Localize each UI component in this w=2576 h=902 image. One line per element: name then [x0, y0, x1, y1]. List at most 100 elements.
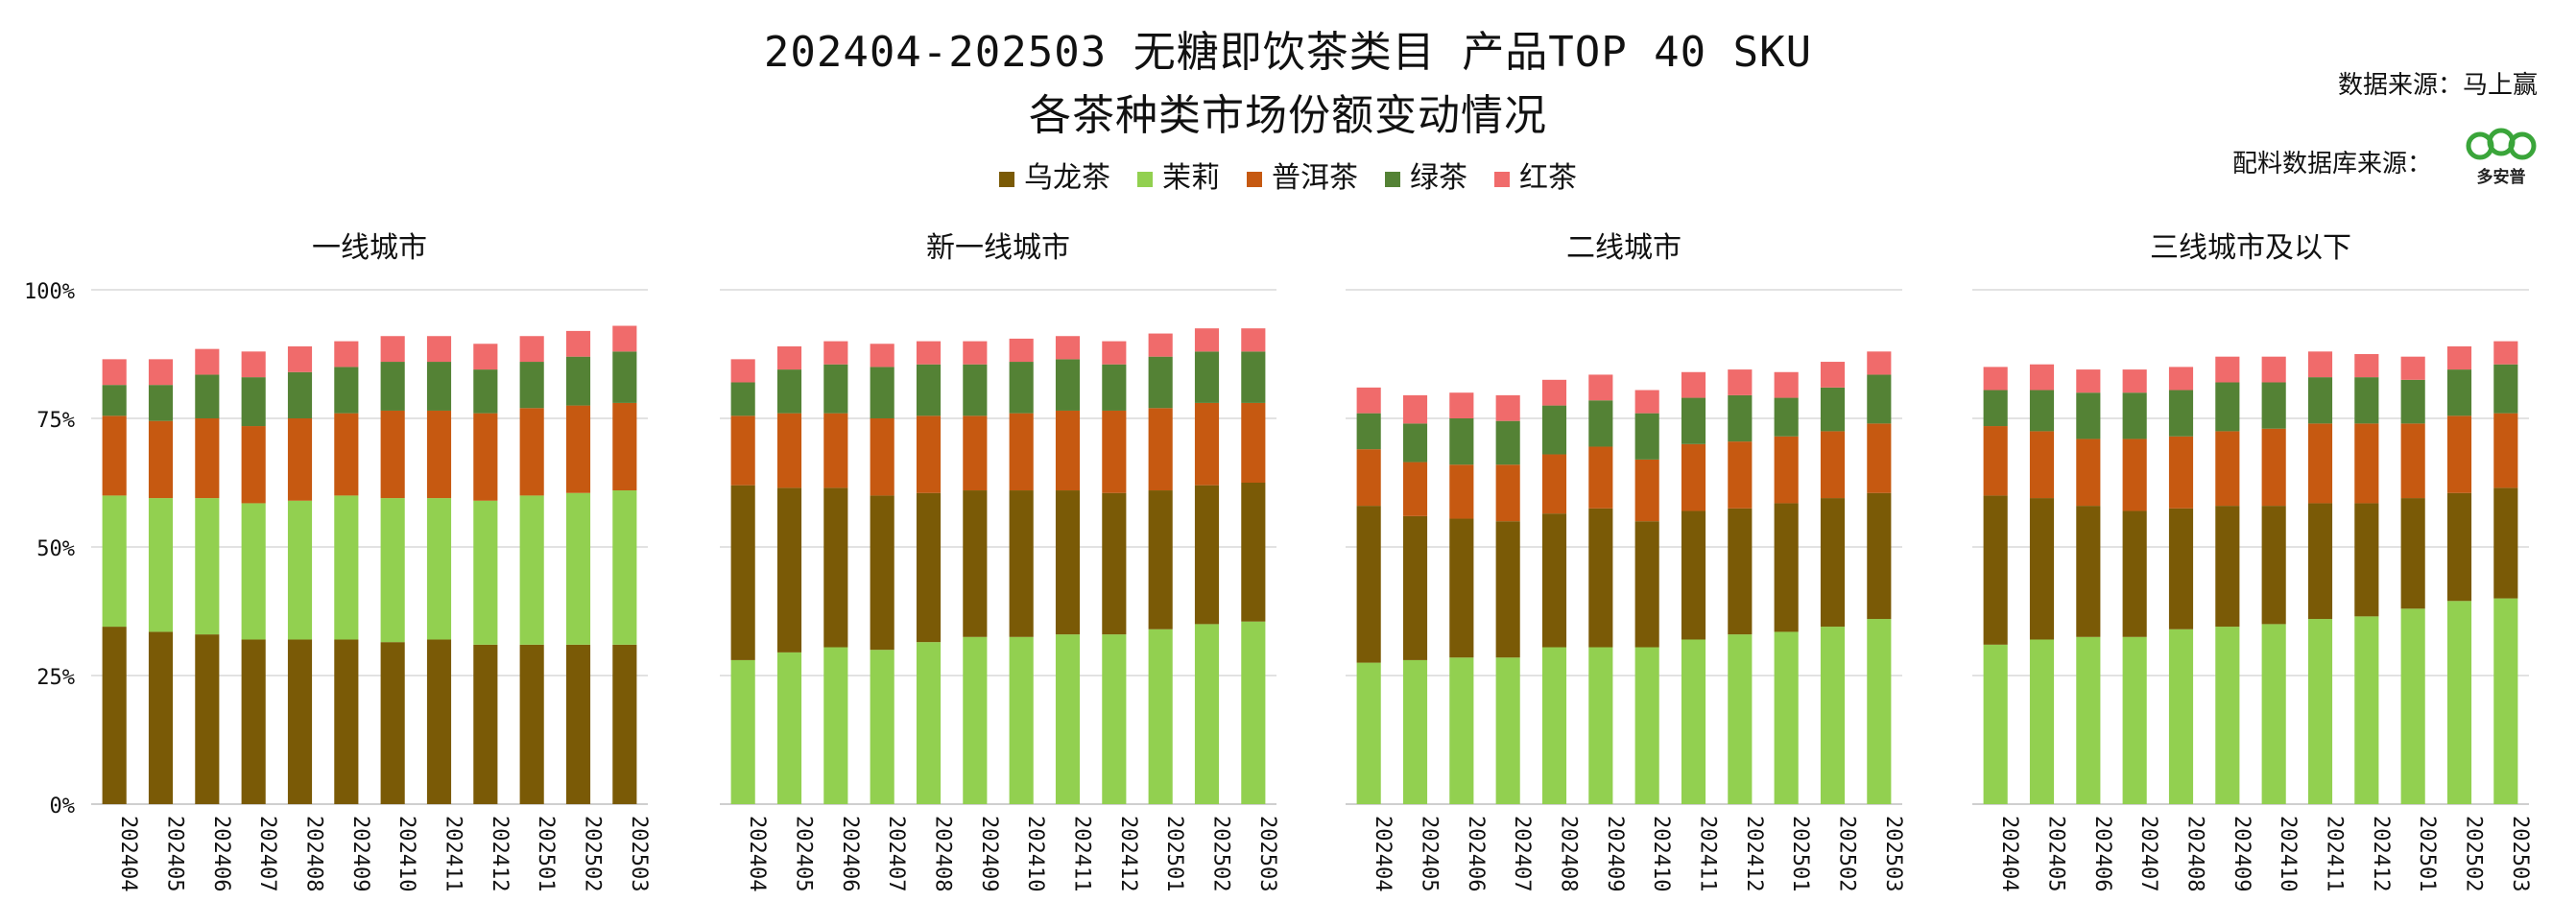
bar-segment	[1820, 431, 1846, 499]
bar-segment	[2354, 423, 2379, 504]
bar-segment	[2122, 439, 2147, 511]
bar-segment	[1402, 659, 1428, 804]
bar-segment	[1728, 394, 1753, 442]
bar-segment	[287, 371, 313, 418]
bar-segment	[426, 410, 452, 499]
bar-segment	[519, 644, 544, 804]
bar-segment	[776, 652, 802, 804]
bar-segment	[2493, 364, 2518, 414]
bar-segment	[1194, 402, 1220, 486]
bar-segment	[1681, 510, 1706, 640]
bar-segment	[823, 364, 848, 414]
legend-item: 茉莉	[1137, 154, 1220, 196]
bar-segment	[1402, 423, 1428, 463]
y-tick-label: 0%	[50, 795, 76, 819]
bar-segment	[1588, 374, 1613, 401]
bar-segment	[1055, 410, 1081, 491]
bar-segment	[1867, 492, 1892, 620]
x-tick-label: 202503	[1255, 816, 1279, 891]
x-tick-label: 202404	[745, 816, 769, 891]
bar-segment	[1541, 647, 1567, 804]
x-tick-label: 202405	[2044, 816, 2068, 891]
bar-segment	[1820, 627, 1846, 804]
x-tick-label: 202502	[2462, 816, 2486, 891]
bar-segment	[1681, 639, 1706, 804]
bar-segment	[916, 364, 942, 416]
bar-segment	[1495, 521, 1520, 658]
bar-segment	[195, 634, 220, 804]
bar-segment	[2446, 601, 2472, 804]
x-tick-label: 202405	[163, 816, 187, 891]
bar-segment	[823, 413, 848, 488]
bar-segment	[1541, 513, 1567, 648]
x-tick-label: 202408	[302, 816, 326, 891]
bar-segment	[1055, 490, 1081, 635]
x-tick-label: 202405	[1418, 816, 1442, 891]
bar-segment	[1983, 426, 2008, 496]
bar-segment	[334, 413, 359, 496]
bar-segment	[334, 341, 359, 368]
bar-segment	[1194, 328, 1220, 352]
bar-segment	[2076, 506, 2101, 637]
bar-segment	[2261, 624, 2286, 804]
bar-segment	[1588, 446, 1613, 509]
bar-segment	[1449, 464, 1474, 519]
x-tick-label: 202407	[2136, 816, 2160, 891]
bar-segment	[823, 487, 848, 648]
bar-segment	[287, 639, 313, 804]
bar-segment	[380, 410, 405, 499]
bar-segment	[2307, 619, 2333, 804]
bar-segment	[823, 341, 848, 365]
bar-segment	[2400, 356, 2425, 380]
bar-segment	[730, 415, 755, 486]
bar-segment	[1867, 619, 1892, 804]
bar-segment	[1541, 454, 1567, 514]
bar-segment	[1402, 515, 1428, 660]
bar-segment	[1588, 508, 1613, 648]
bar-segment	[1634, 459, 1659, 522]
bar-segment	[1194, 351, 1220, 403]
bar-segment	[195, 374, 220, 418]
bar-segment	[2400, 379, 2425, 424]
bar-segment	[148, 420, 174, 499]
bar-segment	[102, 627, 127, 804]
x-tick-label: 202410	[1649, 816, 1673, 891]
bar-segment	[519, 495, 544, 645]
bar-segment	[2029, 390, 2055, 432]
bar-segment	[730, 382, 755, 416]
bar-segment	[2029, 498, 2055, 640]
chart-panel: 一线城市 0% 25% 50% 75% 100% 202404 202405 202406 202…	[24, 231, 651, 891]
bar-segment	[102, 385, 127, 416]
bar-segment	[2354, 354, 2379, 378]
bar-segment	[2354, 616, 2379, 804]
bar-segment	[565, 405, 591, 493]
bar-segment	[963, 490, 988, 637]
x-tick-label: 202502	[1209, 816, 1233, 891]
bar-segment	[2168, 629, 2194, 804]
bar-segment	[612, 351, 637, 403]
bar-segment	[2076, 392, 2101, 439]
bar-segment	[1983, 644, 2008, 804]
bar-segment	[1728, 508, 1753, 635]
bar-segment	[473, 369, 498, 414]
bar-segment	[1495, 464, 1520, 522]
bar-segment	[1634, 413, 1659, 460]
legend-swatch	[1247, 171, 1262, 187]
y-tick-label: 100%	[24, 280, 75, 304]
bar-segment	[565, 356, 591, 406]
y-tick-label: 25%	[36, 666, 75, 690]
bar-segment	[776, 369, 802, 414]
bar-segment	[870, 650, 894, 804]
bar-segment	[1820, 498, 1846, 628]
bar-segment	[1728, 369, 1753, 395]
bar-segment	[776, 345, 802, 370]
bar-segment	[2215, 431, 2240, 507]
bar-segment	[1241, 402, 1266, 483]
bar-segment	[241, 351, 266, 378]
bar-segment	[1541, 379, 1567, 406]
x-tick-label: 202409	[348, 816, 372, 891]
bar-segment	[916, 415, 942, 493]
bar-segment	[870, 367, 894, 418]
x-tick-label: 202501	[534, 816, 558, 891]
